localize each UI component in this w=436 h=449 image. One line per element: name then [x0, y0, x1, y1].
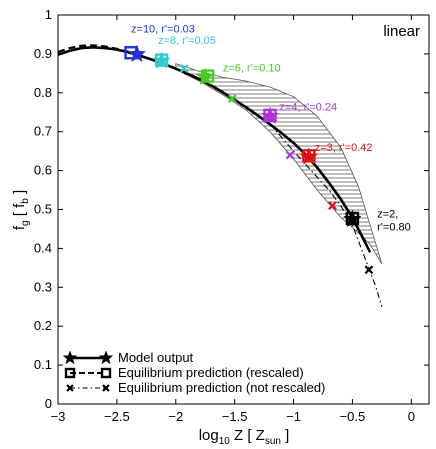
y-axis-label-sub2: b: [20, 198, 31, 204]
marker-not-rescaled: [179, 64, 189, 74]
legend: Model output Equilibrium prediction (res…: [62, 350, 325, 395]
y-axis-label-prefix: f: [11, 225, 28, 230]
cross-stroke: [285, 150, 295, 160]
y-tick-label: 0.7: [34, 124, 52, 139]
y-tick-label: 0.1: [34, 357, 52, 372]
y-axis-label-sub1: g: [20, 220, 31, 226]
cross-stroke: [328, 201, 337, 210]
x-tick-label: −2.5: [104, 409, 130, 424]
marker-model: [299, 147, 319, 165]
legend-marker-not-rescaled: [66, 384, 74, 392]
series-line-solid: [58, 45, 372, 253]
corner-label: linear: [383, 23, 420, 40]
legend-marker-model: [98, 350, 114, 365]
x-tick-label: 0: [408, 409, 415, 424]
y-tick-label: 0.6: [34, 163, 52, 178]
cross-stroke: [364, 265, 374, 275]
marker-layer: [124, 44, 374, 275]
x-tick-label: −1.5: [222, 409, 248, 424]
x-tick-label: −2: [168, 409, 183, 424]
shaded-band-layer: [175, 63, 383, 265]
legend-marker-model: [62, 350, 78, 365]
shaded-band: [175, 63, 383, 265]
point-label: z=3, r'=0.42: [315, 142, 373, 154]
marker-model: [127, 44, 147, 63]
legend-marker-not-rescaled: [102, 384, 110, 392]
point-label-line: z=2,: [377, 208, 398, 220]
x-axis-label-mid: Z [ Z: [230, 427, 265, 444]
marker-model: [152, 51, 171, 69]
y-axis-label-suffix: ]: [11, 190, 28, 198]
x-axis-label-sub2: sun: [265, 436, 281, 447]
point-label: z=8, r'=0.05: [158, 35, 216, 47]
legend-label-model: Model output: [118, 350, 194, 365]
y-tick-label: 0.3: [34, 279, 52, 294]
tick-layer: −3 −2.5 −2 −1.5 −1 −0.5 0 0 0.1 0.2 0.3 0.4 0.5 0.6 0.…: [34, 7, 429, 424]
x-axis-label-prefix: log: [199, 427, 219, 444]
x-axis-label-sub1: 10: [219, 436, 231, 447]
y-axis-label: fg [ fb ]: [11, 190, 31, 230]
y-tick-label: 0.5: [34, 202, 52, 217]
x-tick-label: −1: [286, 409, 301, 424]
cross-stroke: [227, 94, 237, 104]
y-tick-label: 1: [45, 7, 52, 22]
y-axis-label-mid: [ f: [11, 203, 28, 221]
legend-marker-rescaled: [100, 367, 112, 379]
x-axis-label-suffix: ]: [281, 427, 289, 444]
x-tick-label: −3: [51, 409, 66, 424]
y-tick-label: 0: [45, 396, 52, 411]
marker-not-rescaled: [227, 94, 237, 104]
point-label-layer: z=10, r'=0.03z=8, r'=0.05 z=6, r'=0.10 z=4…: [131, 24, 411, 234]
point-label: z=4, r'=0.24: [279, 101, 337, 113]
y-tick-label: 0.4: [34, 240, 52, 255]
cross-stroke: [102, 384, 110, 392]
y-tick-label: 0.8: [34, 85, 52, 100]
point-label: z=10, r'=0.03: [131, 24, 195, 36]
x-tick-label: −0.5: [340, 409, 366, 424]
point-label: z=6, r'=0.10: [223, 62, 281, 74]
y-tick-label: 0.2: [34, 318, 52, 333]
point-label-line: r'=0.80: [377, 221, 411, 233]
legend-marker-rescaled: [64, 367, 76, 379]
y-tick-label: 0.9: [34, 46, 52, 61]
point-label: z=2, r'=0.80: [377, 208, 411, 233]
marker-model: [343, 209, 362, 228]
legend-label-rescaled: Equilibrium prediction (rescaled): [118, 365, 304, 380]
legend-label-not-rescaled: Equilibrium prediction (not rescaled): [118, 380, 325, 395]
x-axis-label: log10 Z [ Zsun ]: [199, 427, 290, 447]
marker-model: [195, 67, 215, 86]
cross-stroke: [66, 384, 74, 392]
marker-not-rescaled: [285, 150, 295, 160]
marker-not-rescaled: [364, 265, 374, 275]
marker-not-rescaled: [328, 201, 337, 210]
cross-stroke: [179, 64, 189, 74]
marker-model: [260, 106, 280, 124]
